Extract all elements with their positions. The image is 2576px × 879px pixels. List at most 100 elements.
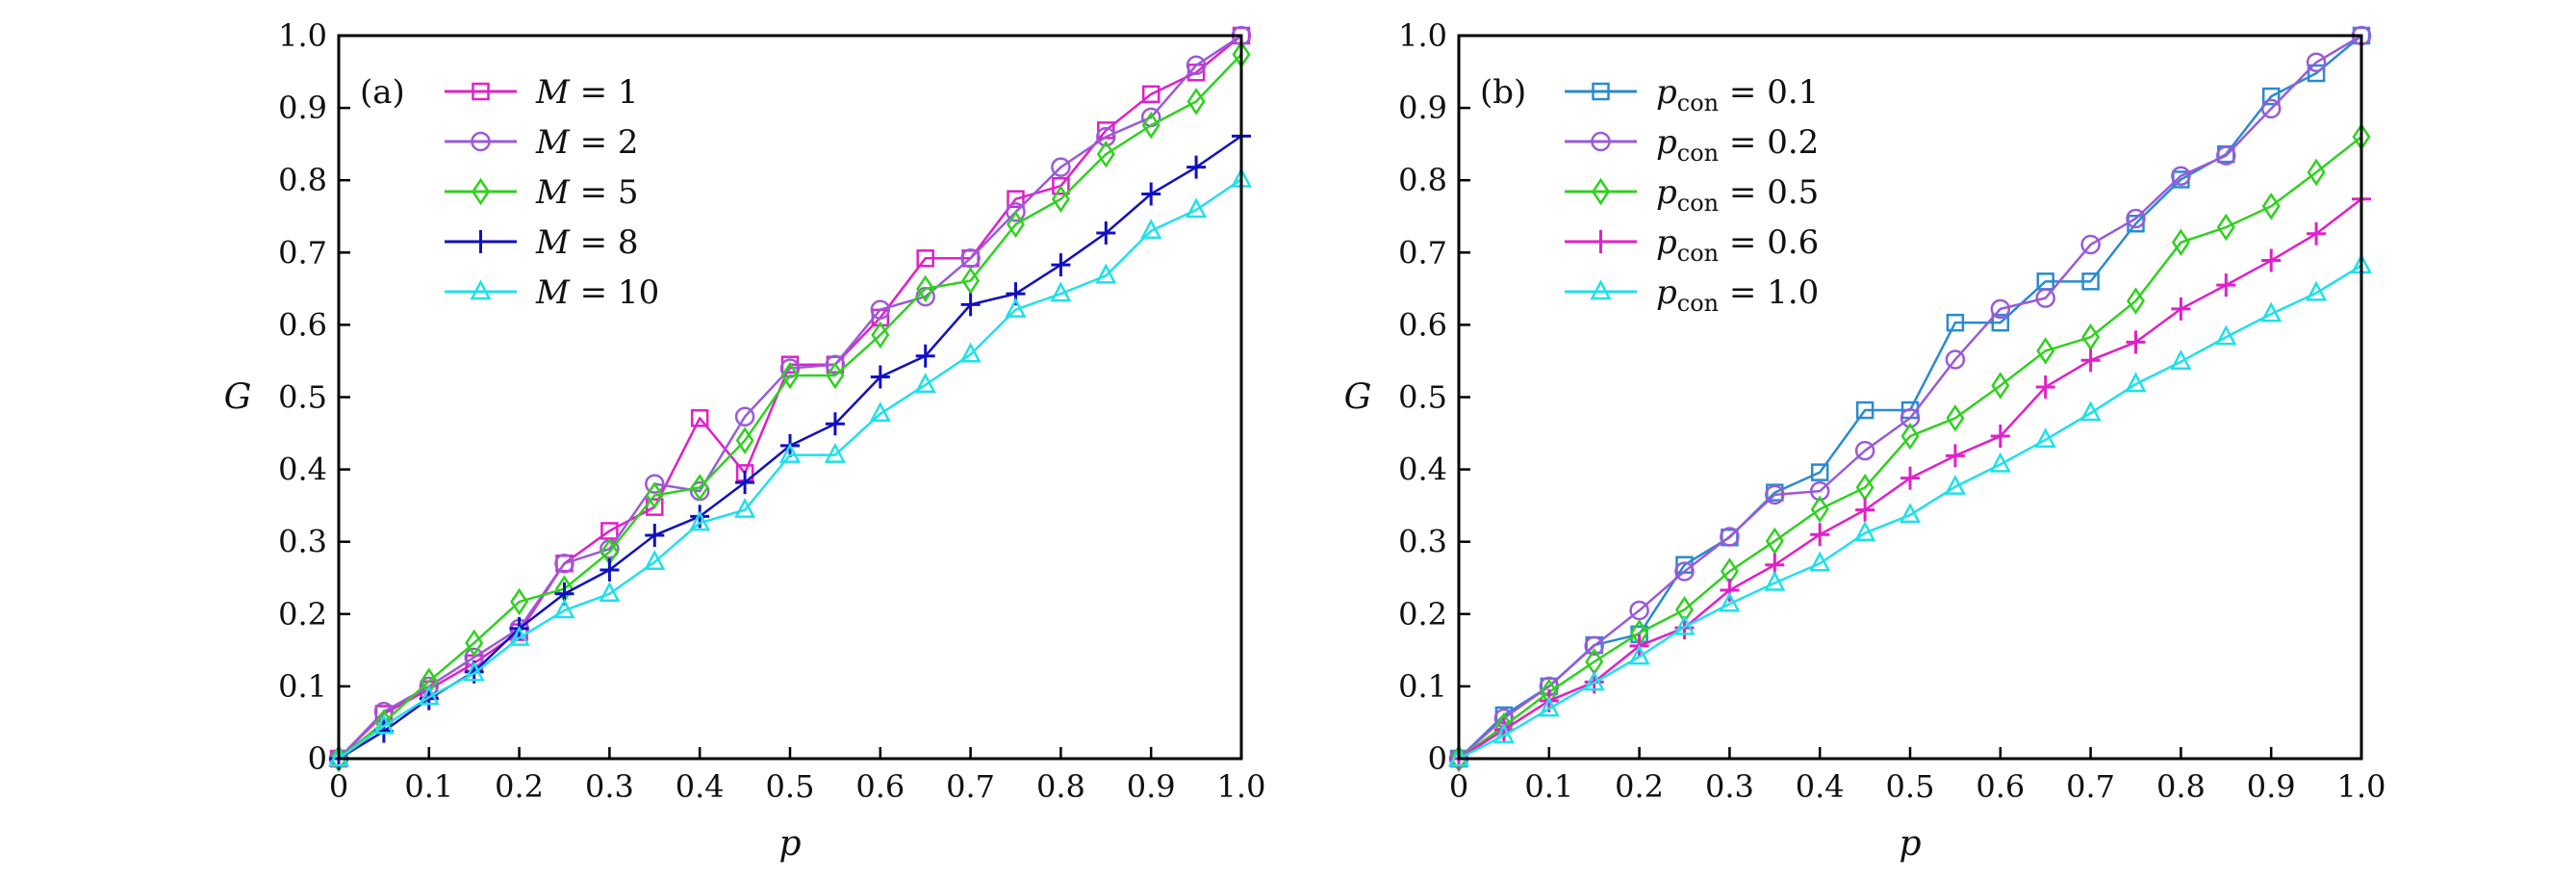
legend-item: pcon = 0.5 <box>1565 173 1819 217</box>
x-tick-label: 0.8 <box>1036 768 1085 805</box>
y-tick-label: 0.4 <box>1398 452 1447 488</box>
x-tick-label: 0.6 <box>855 768 905 805</box>
y-tick-label: 0.5 <box>278 379 327 416</box>
data-point <box>1899 503 1922 524</box>
data-point <box>1674 561 1695 582</box>
data-point <box>735 427 754 454</box>
data-point <box>1720 579 1740 603</box>
data-point <box>1809 551 1831 572</box>
x-tick-label: 0.5 <box>766 768 815 805</box>
data-point <box>1141 111 1160 140</box>
data-point <box>508 625 530 646</box>
y-tick-label: 0.2 <box>1398 596 1447 633</box>
y-axis-label: G <box>224 378 252 418</box>
data-point <box>1719 591 1741 612</box>
data-point <box>1810 523 1830 547</box>
y-tick-label: 0.8 <box>1398 162 1447 198</box>
data-point <box>2080 349 2101 373</box>
y-tick-label: 0.1 <box>1398 668 1447 705</box>
x-tick-label: 0.8 <box>2156 768 2206 805</box>
x-tick-label: 0.1 <box>404 768 453 805</box>
data-point <box>2035 375 2055 399</box>
legend-marker-icon <box>1590 279 1612 300</box>
data-point <box>2081 272 2100 291</box>
data-point <box>646 498 664 516</box>
data-point <box>1186 55 1207 76</box>
data-point <box>824 442 846 463</box>
series-1 <box>1448 25 2372 769</box>
y-tick-label: 0.1 <box>278 668 327 705</box>
data-point <box>1051 157 1071 177</box>
x-tick-label: 0.5 <box>1886 768 1935 805</box>
data-point <box>553 598 575 619</box>
data-point <box>870 365 890 389</box>
data-point <box>1991 313 2010 332</box>
legend-item: M = 2 <box>445 123 639 162</box>
data-point <box>1583 670 1605 691</box>
legend-label: M = 8 <box>535 223 639 262</box>
legend-item: M = 1 <box>445 73 639 112</box>
legend-marker-icon <box>1591 177 1611 206</box>
data-point <box>2307 64 2326 83</box>
data-point <box>599 582 621 603</box>
data-point <box>2170 349 2192 370</box>
data-point <box>2216 213 2235 242</box>
data-point <box>2125 372 2147 393</box>
series-0 <box>329 26 1251 768</box>
data-point <box>960 293 981 317</box>
y-tick-label: 0.5 <box>1398 379 1447 416</box>
data-point <box>2216 145 2236 166</box>
data-point <box>2216 273 2236 297</box>
data-point <box>2307 158 2326 187</box>
legend-marker-icon <box>471 230 491 253</box>
data-point <box>2171 166 2191 186</box>
legend-marker-icon <box>1592 82 1610 101</box>
x-tick-label: 0.6 <box>1976 768 2025 805</box>
data-point <box>1140 219 1162 240</box>
series-line <box>1458 264 2362 761</box>
data-point <box>1006 201 1026 222</box>
y-tick-label: 0.3 <box>1398 524 1447 560</box>
legend-label: pcon = 1.0 <box>1656 273 1819 317</box>
data-point <box>2126 208 2146 229</box>
data-point <box>1629 600 1649 621</box>
data-point <box>510 587 529 616</box>
x-tick-label: 0.1 <box>1524 768 1573 805</box>
x-axis-label: p <box>1899 824 1921 864</box>
data-point <box>463 660 485 682</box>
data-point <box>644 550 666 570</box>
legend-item: pcon = 1.0 <box>1565 273 1819 317</box>
data-point <box>645 481 664 509</box>
data-point <box>916 249 934 268</box>
data-point <box>1051 253 1071 277</box>
x-tick-label: 1.0 <box>2337 768 2386 805</box>
legend: M = 1 M = 2 M = 5 M = 8 M = 10 <box>445 73 659 312</box>
data-point <box>825 354 846 375</box>
data-point <box>1944 474 1966 495</box>
data-point <box>2171 228 2190 257</box>
data-point <box>1855 498 1875 522</box>
legend-label: M = 5 <box>535 173 639 212</box>
data-point <box>1007 190 1025 208</box>
data-point <box>825 412 845 436</box>
legend-marker-icon <box>1591 230 1611 253</box>
data-point <box>690 409 709 427</box>
y-tick-label: 1.0 <box>1398 17 1447 54</box>
data-point <box>1006 210 1026 239</box>
y-tick-label: 0.7 <box>278 234 327 271</box>
data-point <box>735 471 755 495</box>
data-point <box>1050 281 1072 302</box>
series-0 <box>1449 26 2371 768</box>
data-point <box>2126 287 2146 315</box>
data-point <box>1854 521 1876 541</box>
data-point <box>1052 176 1070 195</box>
data-point <box>1005 297 1027 318</box>
data-point <box>961 267 981 295</box>
data-point <box>1051 185 1070 213</box>
data-point <box>1492 723 1515 744</box>
data-point <box>1854 440 1875 461</box>
panel-tag: (b) <box>1480 73 1526 112</box>
y-tick-label: 0.2 <box>278 596 327 633</box>
series-4 <box>327 167 1253 767</box>
x-tick-label: 1.0 <box>1217 768 1266 805</box>
